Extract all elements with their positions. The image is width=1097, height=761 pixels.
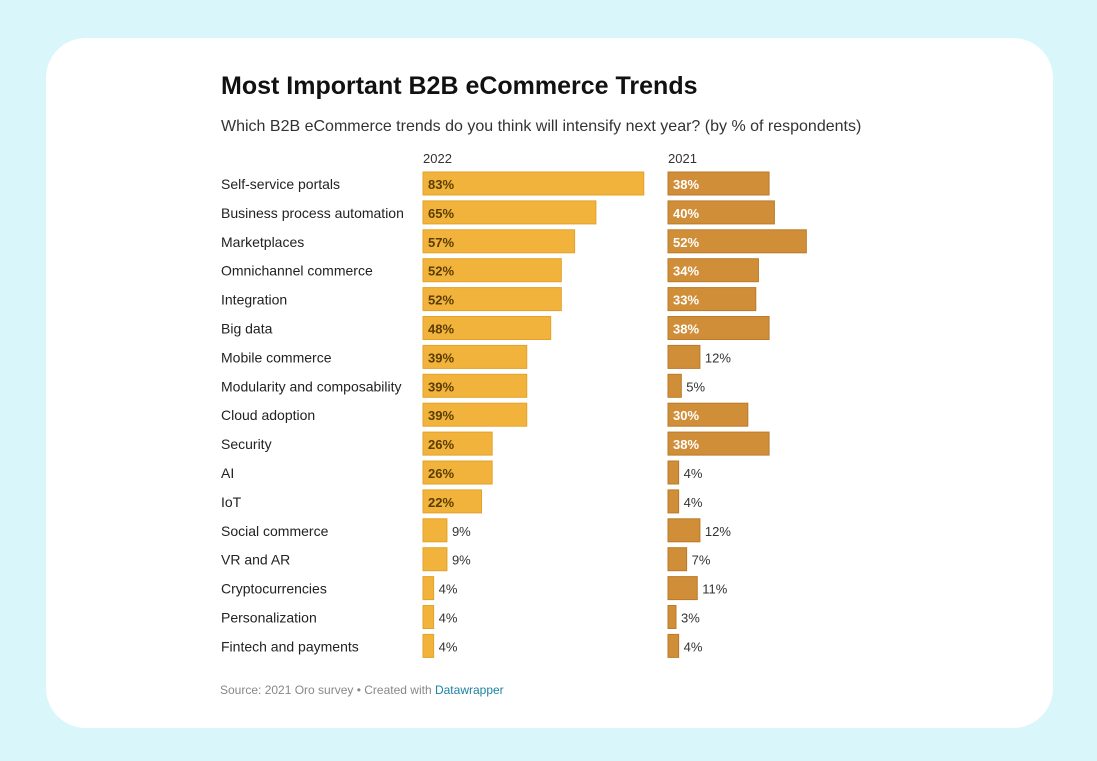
- category-label: Omnichannel commerce: [221, 263, 373, 279]
- value-label-2021: 40%: [673, 206, 699, 221]
- bar-2021: [667, 431, 770, 456]
- category-label: Security: [221, 436, 272, 452]
- category-label: Personalization: [221, 610, 317, 626]
- chart-title: Most Important B2B eCommerce Trends: [221, 72, 698, 100]
- chart-card: [46, 38, 1053, 728]
- value-label-2022: 52%: [428, 264, 454, 279]
- bar-2021: [667, 171, 770, 196]
- category-label: Integration: [221, 292, 287, 308]
- value-label-2021: 38%: [673, 437, 699, 452]
- category-label: Self-service portals: [221, 176, 340, 192]
- bar-2022: [422, 171, 645, 196]
- source-text: Source: 2021 Oro survey • Created with: [220, 683, 435, 697]
- bar-2022: [422, 547, 448, 572]
- value-label-2021: 12%: [705, 524, 731, 539]
- bar-2022: [422, 344, 528, 369]
- category-label: Modularity and composability: [221, 378, 402, 394]
- bar-2022: [422, 229, 576, 254]
- bar-2022: [422, 489, 483, 514]
- category-label: Fintech and payments: [221, 638, 359, 654]
- value-label-2021: 4%: [684, 466, 703, 481]
- category-label: Business process automation: [221, 205, 404, 221]
- bar-2021: [667, 633, 680, 658]
- bar-2022: [422, 200, 597, 225]
- bar-2021: [667, 316, 770, 340]
- value-label-2022: 57%: [428, 235, 454, 250]
- value-label-2022: 39%: [428, 408, 454, 423]
- category-label: Cryptocurrencies: [221, 581, 327, 597]
- category-label: VR and AR: [221, 552, 290, 568]
- category-label: IoT: [221, 494, 242, 510]
- bar-2021: [667, 460, 680, 485]
- category-label: Social commerce: [221, 523, 329, 539]
- chart-footer: Source: 2021 Oro survey • Created with D…: [220, 683, 504, 697]
- bar-2022: [422, 431, 493, 456]
- value-label-2021: 5%: [686, 379, 705, 394]
- value-label-2022: 9%: [452, 553, 471, 568]
- bar-2022: [422, 460, 493, 485]
- bar-2022: [422, 402, 528, 427]
- value-label-2021: 38%: [673, 322, 699, 337]
- value-label-2022: 39%: [428, 350, 454, 365]
- value-label-2021: 4%: [684, 495, 703, 510]
- category-label: Cloud adoption: [221, 407, 315, 423]
- value-label-2022: 22%: [428, 495, 454, 510]
- category-label: Marketplaces: [221, 234, 304, 250]
- datawrapper-link[interactable]: Datawrapper: [434, 683, 504, 697]
- bar-2022: [422, 576, 435, 601]
- bar-2021: [667, 344, 701, 369]
- value-label-2022: 26%: [428, 466, 454, 481]
- value-label-2022: 4%: [439, 582, 458, 597]
- category-label: Big data: [221, 321, 273, 337]
- value-label-2022: 26%: [428, 437, 454, 452]
- bar-2021: [667, 605, 677, 629]
- value-label-2022: 83%: [428, 177, 454, 192]
- category-label: AI: [221, 465, 234, 481]
- bar-2021: [667, 287, 757, 312]
- bar-2022: [422, 633, 435, 658]
- bar-2021: [667, 258, 759, 283]
- bar-2022: [422, 316, 552, 340]
- bar-2021: [667, 402, 749, 427]
- series-header-2022: 2022: [423, 151, 452, 166]
- chart-subtitle: Which B2B eCommerce trends do you think …: [221, 118, 862, 135]
- bar-2022: [422, 258, 562, 283]
- bar-2021: [667, 489, 680, 514]
- value-label-2021: 12%: [705, 350, 731, 365]
- bar-2021: [667, 200, 775, 225]
- value-label-2022: 4%: [439, 611, 458, 626]
- value-label-2021: 33%: [673, 293, 699, 308]
- value-label-2021: 11%: [702, 582, 727, 597]
- value-label-2022: 65%: [428, 206, 454, 221]
- series-header-2021: 2021: [668, 151, 697, 166]
- bar-2021: [667, 229, 807, 254]
- value-label-2021: 7%: [692, 553, 711, 568]
- value-label-2021: 30%: [673, 408, 699, 423]
- category-label: Mobile commerce: [221, 349, 332, 365]
- value-label-2021: 34%: [673, 264, 699, 279]
- bar-2021: [667, 576, 698, 601]
- value-label-2022: 48%: [428, 322, 454, 337]
- value-label-2022: 52%: [428, 293, 454, 308]
- bar-2022: [422, 373, 528, 398]
- value-label-2021: 52%: [673, 235, 699, 250]
- value-label-2021: 38%: [673, 177, 699, 192]
- value-label-2021: 4%: [684, 639, 703, 654]
- value-label-2021: 3%: [681, 611, 700, 626]
- bar-2021: [667, 373, 682, 398]
- bar-2021: [667, 518, 701, 543]
- value-label-2022: 4%: [439, 639, 458, 654]
- bar-2022: [422, 287, 562, 312]
- bar-2022: [422, 518, 448, 543]
- value-label-2022: 39%: [428, 379, 454, 394]
- bar-2022: [422, 605, 435, 629]
- value-label-2022: 9%: [452, 524, 471, 539]
- bar-2021: [667, 547, 688, 572]
